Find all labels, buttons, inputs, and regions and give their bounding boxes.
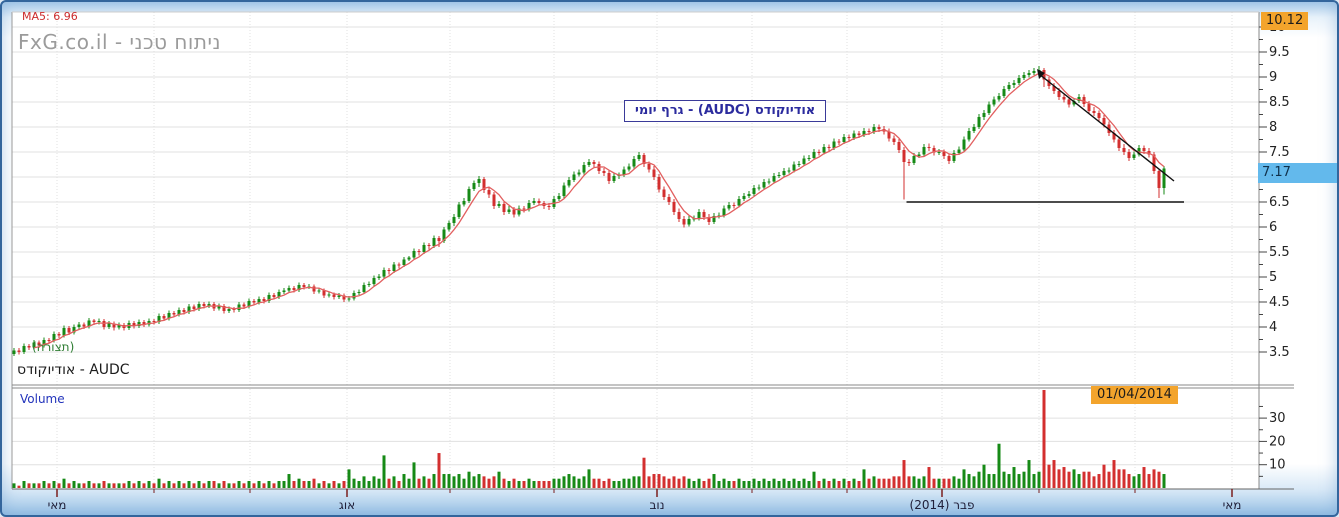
pane-backgrounds[interactable]: [12, 12, 1259, 489]
ma-line: [33, 72, 1165, 349]
svg-text:9.5: 9.5: [1269, 45, 1290, 60]
svg-text:8.5: 8.5: [1269, 95, 1290, 110]
x-axis-label: נוב: [649, 498, 665, 512]
price-pane[interactable]: [12, 12, 1259, 385]
x-axis-label: פבר (2014): [909, 498, 975, 512]
svg-text:4: 4: [1269, 320, 1277, 335]
svg-text:20: 20: [1269, 434, 1286, 449]
svg-text:30: 30: [1269, 411, 1286, 426]
svg-text:10: 10: [1269, 458, 1286, 473]
candles-layer: [12, 66, 1166, 356]
svg-text:3.5: 3.5: [1269, 345, 1290, 360]
volume-pane[interactable]: [12, 389, 1259, 489]
svg-text:4.5: 4.5: [1269, 295, 1290, 310]
grid-layer: [12, 12, 1259, 489]
ma5-label: MA5: 6.96: [22, 10, 78, 23]
trendlines-layer: [906, 69, 1184, 203]
x-axis-label: מאי: [47, 498, 67, 512]
pattern-note: (תצורה): [32, 340, 75, 354]
watermark: FxG.co.il - ניתוח טכני: [18, 30, 222, 54]
x-axis-label: אוג: [338, 498, 356, 512]
range-high-badge: 10.12: [1261, 12, 1309, 30]
svg-text:5.5: 5.5: [1269, 245, 1290, 260]
last-price-badge: 7.17: [1258, 163, 1337, 183]
volume-bars-layer: [12, 390, 1166, 488]
svg-text:8: 8: [1269, 120, 1277, 135]
svg-text:5: 5: [1269, 270, 1277, 285]
svg-text:6: 6: [1269, 220, 1277, 235]
svg-text:6.5: 6.5: [1269, 195, 1290, 210]
instrument-label: אודיוקודס - AUDC: [17, 362, 130, 378]
chart-title-box: אודיוקודס (AUDC) - גרף יומי: [624, 100, 827, 122]
svg-text:7.5: 7.5: [1269, 145, 1290, 160]
svg-text:9: 9: [1269, 70, 1277, 85]
date-badge: 01/04/2014: [1091, 386, 1178, 404]
volume-pane-label: Volume: [20, 392, 65, 406]
x-axis-label: מאי: [1222, 498, 1242, 512]
